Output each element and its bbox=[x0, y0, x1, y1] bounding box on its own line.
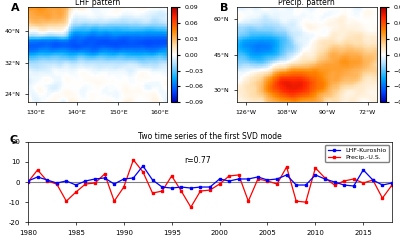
Precip.-U.S. bbox=[121, 185, 126, 188]
LHF-Kuroshio bbox=[256, 175, 260, 178]
Precip.-U.S. bbox=[284, 165, 289, 168]
LHF-Kuroshio bbox=[332, 181, 337, 184]
Precip.-U.S. bbox=[227, 174, 232, 177]
Precip.-U.S. bbox=[390, 184, 394, 186]
LHF-Kuroshio bbox=[83, 180, 88, 183]
LHF-Kuroshio bbox=[64, 180, 69, 183]
LHF-Kuroshio bbox=[342, 184, 346, 186]
Line: LHF-Kuroshio: LHF-Kuroshio bbox=[27, 165, 393, 189]
Precip.-U.S. bbox=[64, 200, 69, 203]
Precip.-U.S. bbox=[198, 190, 203, 193]
LHF-Kuroshio bbox=[169, 186, 174, 189]
Title: First mode of SVD (SCF=44.57%)
LHF pattern: First mode of SVD (SCF=44.57%) LHF patte… bbox=[34, 0, 161, 7]
LHF-Kuroshio bbox=[390, 182, 394, 185]
Precip.-U.S. bbox=[102, 172, 107, 175]
Text: A: A bbox=[11, 3, 20, 13]
Precip.-U.S. bbox=[140, 170, 145, 173]
LHF-Kuroshio bbox=[246, 178, 251, 181]
Precip.-U.S. bbox=[217, 183, 222, 185]
Precip.-U.S. bbox=[45, 180, 50, 183]
Precip.-U.S. bbox=[361, 182, 366, 185]
Precip.-U.S. bbox=[351, 178, 356, 181]
LHF-Kuroshio bbox=[93, 178, 98, 181]
LHF-Kuroshio bbox=[265, 179, 270, 182]
Precip.-U.S. bbox=[179, 190, 184, 193]
LHF-Kuroshio bbox=[160, 185, 164, 188]
Precip.-U.S. bbox=[131, 158, 136, 161]
Precip.-U.S. bbox=[150, 192, 155, 195]
LHF-Kuroshio bbox=[303, 184, 308, 186]
Precip.-U.S. bbox=[313, 166, 318, 169]
LHF-Kuroshio bbox=[351, 185, 356, 187]
LHF-Kuroshio bbox=[294, 184, 299, 186]
Precip.-U.S. bbox=[112, 200, 117, 203]
LHF-Kuroshio bbox=[102, 177, 107, 180]
LHF-Kuroshio bbox=[275, 178, 280, 181]
Precip.-U.S. bbox=[332, 184, 337, 186]
Line: Precip.-U.S.: Precip.-U.S. bbox=[27, 158, 393, 208]
Precip.-U.S. bbox=[265, 180, 270, 183]
LHF-Kuroshio bbox=[380, 184, 385, 186]
LHF-Kuroshio bbox=[284, 173, 289, 176]
LHF-Kuroshio bbox=[121, 178, 126, 181]
LHF-Kuroshio bbox=[198, 185, 203, 188]
Precip.-U.S. bbox=[83, 183, 88, 185]
LHF-Kuroshio bbox=[140, 165, 145, 167]
LHF-Kuroshio bbox=[35, 175, 40, 178]
Text: C: C bbox=[10, 135, 18, 145]
LHF-Kuroshio bbox=[313, 173, 318, 176]
Precip.-U.S. bbox=[370, 179, 375, 182]
Legend: LHF-Kuroshio, Precip.-U.S.: LHF-Kuroshio, Precip.-U.S. bbox=[325, 145, 389, 163]
Precip.-U.S. bbox=[208, 188, 212, 191]
Precip.-U.S. bbox=[342, 180, 346, 183]
Precip.-U.S. bbox=[35, 168, 40, 171]
Precip.-U.S. bbox=[74, 191, 78, 194]
Precip.-U.S. bbox=[322, 177, 327, 180]
LHF-Kuroshio bbox=[26, 180, 30, 183]
Precip.-U.S. bbox=[275, 183, 280, 185]
LHF-Kuroshio bbox=[217, 178, 222, 181]
Precip.-U.S. bbox=[160, 190, 164, 193]
LHF-Kuroshio bbox=[112, 183, 117, 185]
Precip.-U.S. bbox=[256, 178, 260, 181]
Title: Two time series of the first SVD mode: Two time series of the first SVD mode bbox=[138, 132, 282, 141]
LHF-Kuroshio bbox=[150, 179, 155, 182]
LHF-Kuroshio bbox=[370, 179, 375, 182]
LHF-Kuroshio bbox=[236, 178, 241, 181]
LHF-Kuroshio bbox=[45, 179, 50, 182]
LHF-Kuroshio bbox=[179, 185, 184, 188]
LHF-Kuroshio bbox=[322, 178, 327, 181]
Text: r=0.77: r=0.77 bbox=[184, 156, 211, 165]
Precip.-U.S. bbox=[26, 181, 30, 184]
Precip.-U.S. bbox=[54, 183, 59, 185]
LHF-Kuroshio bbox=[131, 177, 136, 180]
Precip.-U.S. bbox=[236, 173, 241, 176]
LHF-Kuroshio bbox=[74, 184, 78, 186]
Precip.-U.S. bbox=[169, 174, 174, 177]
Precip.-U.S. bbox=[294, 200, 299, 203]
Precip.-U.S. bbox=[246, 200, 251, 203]
Precip.-U.S. bbox=[303, 201, 308, 204]
Precip.-U.S. bbox=[380, 197, 385, 200]
LHF-Kuroshio bbox=[54, 182, 59, 185]
Precip.-U.S. bbox=[93, 182, 98, 185]
Precip.-U.S. bbox=[188, 206, 193, 209]
LHF-Kuroshio bbox=[227, 180, 232, 183]
LHF-Kuroshio bbox=[361, 168, 366, 171]
Text: B: B bbox=[220, 3, 229, 13]
Title: Precip. pattern: Precip. pattern bbox=[278, 0, 335, 7]
LHF-Kuroshio bbox=[208, 185, 212, 188]
LHF-Kuroshio bbox=[188, 186, 193, 189]
